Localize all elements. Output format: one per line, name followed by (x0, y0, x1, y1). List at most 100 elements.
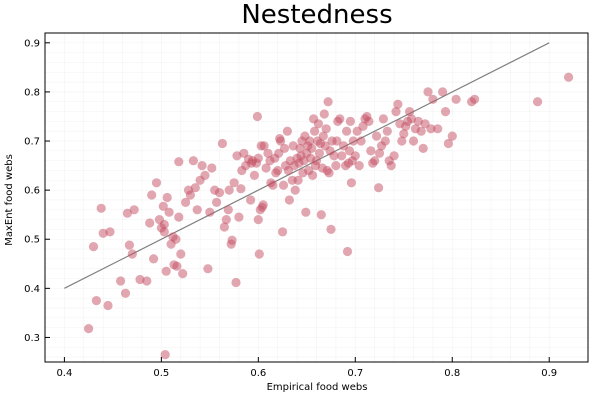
data-point (364, 116, 374, 126)
data-point (329, 151, 339, 161)
data-point (88, 242, 99, 252)
data-point (229, 178, 239, 188)
identity-line (64, 42, 550, 289)
data-point (278, 180, 289, 190)
data-point (234, 212, 244, 222)
y-tick-label: 0.5 (24, 235, 40, 246)
axis-ticks: 0.4 0.5 0.6 0.7 0.8 0.9 0.3 0.4 0.5 0.6 0.7 0.8 0.9 (24, 38, 557, 379)
data-point (308, 170, 318, 180)
data-point (319, 109, 329, 119)
y-tick-label: 0.8 (24, 87, 40, 98)
data-point (282, 126, 292, 136)
data-point (181, 197, 191, 207)
data-point (149, 254, 159, 264)
data-point (324, 168, 334, 178)
data-point (231, 277, 241, 288)
data-point (145, 218, 155, 228)
data-point (176, 249, 186, 259)
data-point (399, 129, 409, 139)
data-point (426, 124, 436, 134)
data-point (236, 184, 246, 194)
grid (45, 32, 588, 362)
data-point (174, 157, 184, 167)
data-point (203, 264, 213, 274)
data-point (348, 136, 358, 146)
data-point (261, 163, 271, 173)
data-point (356, 136, 366, 146)
data-point (127, 249, 137, 259)
data-point (253, 153, 263, 163)
data-point (423, 87, 433, 97)
chart-title: Nestedness (241, 0, 392, 30)
data-point (301, 207, 311, 217)
data-point (405, 107, 415, 117)
data-point (440, 107, 451, 117)
x-tick-label: 0.6 (250, 368, 266, 379)
data-point (158, 201, 168, 211)
data-point (227, 235, 237, 245)
data-point (295, 143, 305, 153)
data-point (314, 148, 324, 158)
data-point (212, 197, 222, 207)
data-point (253, 215, 263, 225)
data-point (433, 124, 443, 134)
data-point (386, 161, 396, 171)
data-point (214, 188, 225, 198)
data-point (197, 161, 207, 171)
data-point (151, 178, 162, 188)
data-point (192, 205, 202, 215)
data-point (124, 240, 134, 250)
data-point (533, 97, 543, 107)
data-point (346, 178, 356, 188)
data-point (332, 136, 342, 146)
data-point (438, 87, 448, 97)
data-point (223, 205, 233, 215)
data-point (443, 138, 453, 149)
data-point (174, 212, 184, 222)
data-point (142, 276, 152, 286)
data-points (84, 72, 574, 360)
y-tick-label: 0.7 (24, 137, 40, 148)
data-point (293, 175, 303, 185)
data-point (276, 136, 286, 146)
data-point (416, 126, 426, 136)
data-point (103, 300, 113, 311)
x-tick-label: 0.8 (444, 368, 460, 379)
x-tick-label: 0.9 (541, 368, 557, 379)
y-tick-label: 0.3 (24, 333, 40, 344)
data-point (389, 151, 399, 161)
data-point (374, 183, 384, 193)
data-point (391, 107, 401, 117)
data-point (116, 276, 126, 286)
data-point (335, 114, 345, 124)
data-point (354, 161, 364, 171)
y-tick-label: 0.6 (24, 186, 40, 197)
data-point (311, 156, 322, 166)
data-point (178, 269, 188, 279)
data-point (268, 180, 278, 190)
x-tick-label: 0.7 (347, 368, 363, 379)
data-point (316, 210, 326, 220)
data-point (284, 195, 294, 205)
data-point (263, 148, 273, 158)
data-point (372, 131, 382, 141)
data-point (259, 141, 269, 151)
y-axis-label: MaxEnt food webs (4, 154, 15, 246)
data-point (91, 296, 101, 306)
data-point (378, 114, 388, 124)
data-point (337, 151, 347, 161)
data-point (96, 203, 106, 213)
data-point (221, 215, 231, 225)
data-point (224, 185, 234, 195)
data-point (219, 222, 229, 232)
data-point (185, 190, 195, 200)
data-point (207, 163, 217, 173)
data-point (470, 94, 480, 104)
data-point (318, 131, 328, 141)
data-point (246, 195, 256, 205)
data-point (370, 156, 380, 166)
data-point (345, 116, 355, 126)
data-point (418, 143, 428, 153)
data-point (331, 161, 341, 171)
